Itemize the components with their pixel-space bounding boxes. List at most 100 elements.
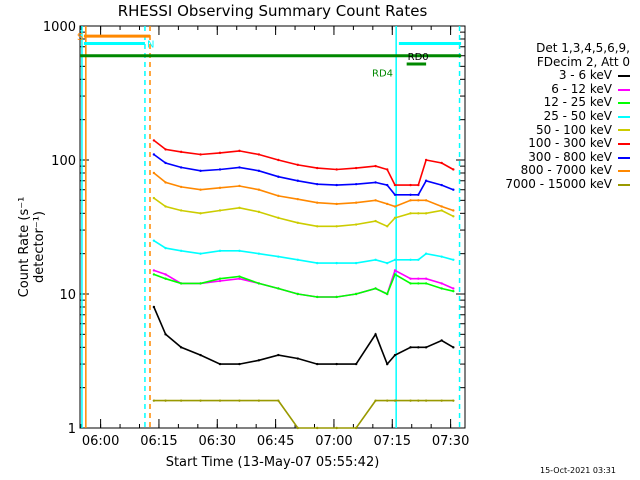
data-point (316, 225, 319, 228)
data-point (257, 153, 261, 156)
data-point (417, 282, 420, 285)
data-point (386, 202, 389, 206)
legend-entry-label: 7000 - 15000 keV (505, 176, 612, 191)
data-point (424, 158, 428, 162)
data-point (417, 258, 420, 261)
data-point (179, 399, 183, 402)
data-point (179, 346, 183, 349)
data-point (335, 225, 338, 228)
series-line-4 (153, 197, 454, 228)
data-point (354, 201, 358, 204)
data-point (238, 277, 241, 280)
data-point (257, 252, 261, 255)
legend-header-1: Det 1,3,4,5,6,9, (536, 41, 630, 55)
series-line-8 (153, 399, 454, 429)
data-point (386, 292, 389, 296)
data-point (152, 239, 156, 242)
data-point (218, 279, 222, 283)
data-point (316, 261, 319, 265)
data-point (393, 273, 397, 276)
data-point (452, 209, 455, 212)
data-point (257, 169, 261, 173)
data-point (440, 209, 443, 212)
data-point (277, 175, 280, 178)
data-point (218, 249, 222, 253)
legend-entry: 50 - 100 keV (470, 122, 630, 138)
data-point (374, 258, 377, 261)
data-point (335, 295, 338, 299)
data-point (164, 399, 167, 402)
data-point (409, 212, 412, 215)
x-tick-label: 07:00 (315, 434, 352, 449)
data-point (199, 399, 202, 402)
legend-entry-label: 50 - 100 keV (535, 122, 612, 137)
data-point (316, 362, 319, 366)
data-point (393, 183, 397, 187)
y-tick-label: 1000 (43, 20, 76, 35)
data-point (440, 255, 443, 258)
data-point (409, 399, 412, 402)
data-point (152, 305, 156, 309)
data-point (440, 205, 443, 208)
data-point (424, 199, 428, 202)
data-point (417, 399, 420, 402)
data-point (316, 426, 319, 430)
data-point (386, 261, 389, 265)
legend-entry: 7000 - 15000 keV (470, 176, 630, 192)
data-point (218, 399, 222, 402)
legend-entry: 3 - 6 keV (470, 69, 630, 83)
y-tick-label: 100 (51, 154, 76, 169)
data-point (409, 258, 412, 261)
data-point (257, 359, 261, 362)
data-point (152, 273, 156, 276)
data-point (417, 212, 420, 215)
legend-entry: 25 - 50 keV (470, 109, 630, 124)
data-point (238, 275, 241, 278)
series-line-2 (153, 273, 454, 298)
data-point (409, 199, 412, 202)
y-tick-label: 1 (68, 422, 76, 437)
legend-entry-label: 12 - 25 keV (543, 95, 612, 110)
data-point (164, 205, 167, 208)
data-point (354, 426, 358, 430)
x-tick-label: 07:30 (432, 434, 469, 449)
data-point (179, 150, 183, 154)
data-point (424, 282, 428, 285)
data-point (179, 249, 183, 253)
data-point (199, 188, 202, 191)
data-point (393, 269, 397, 272)
series-line-6 (153, 153, 454, 196)
data-point (277, 194, 280, 198)
data-point (164, 246, 167, 250)
x-tick-label: 06:15 (140, 434, 177, 449)
x-axis-label: Start Time (13-May-07 05:55:42) (165, 455, 380, 470)
legend: Det 1,3,4,5,6,9, FDecim 2, Att 0 3 - 6 k… (470, 41, 630, 192)
data-point (238, 149, 241, 153)
data-point (374, 287, 377, 290)
series-line-7 (153, 172, 454, 212)
data-point (354, 362, 358, 366)
data-point (152, 139, 156, 142)
data-point (296, 426, 299, 430)
data-point (393, 205, 397, 208)
y-tick-label: 10 (59, 288, 76, 303)
x-tick-label: 06:45 (257, 434, 294, 449)
data-point (452, 188, 455, 191)
data-point (179, 166, 183, 169)
data-point (393, 399, 397, 402)
data-point (386, 183, 389, 187)
status-label-rd0: RD0 (408, 52, 429, 63)
data-point (440, 339, 443, 342)
data-point (452, 215, 455, 218)
data-point (393, 193, 397, 196)
data-point (452, 168, 455, 171)
data-point (354, 182, 358, 186)
data-point (386, 399, 389, 402)
data-point (179, 185, 183, 189)
data-point (277, 353, 280, 357)
x-tick-label: 07:15 (374, 434, 411, 449)
data-point (424, 252, 428, 255)
data-point (257, 210, 261, 214)
data-point (199, 212, 202, 215)
